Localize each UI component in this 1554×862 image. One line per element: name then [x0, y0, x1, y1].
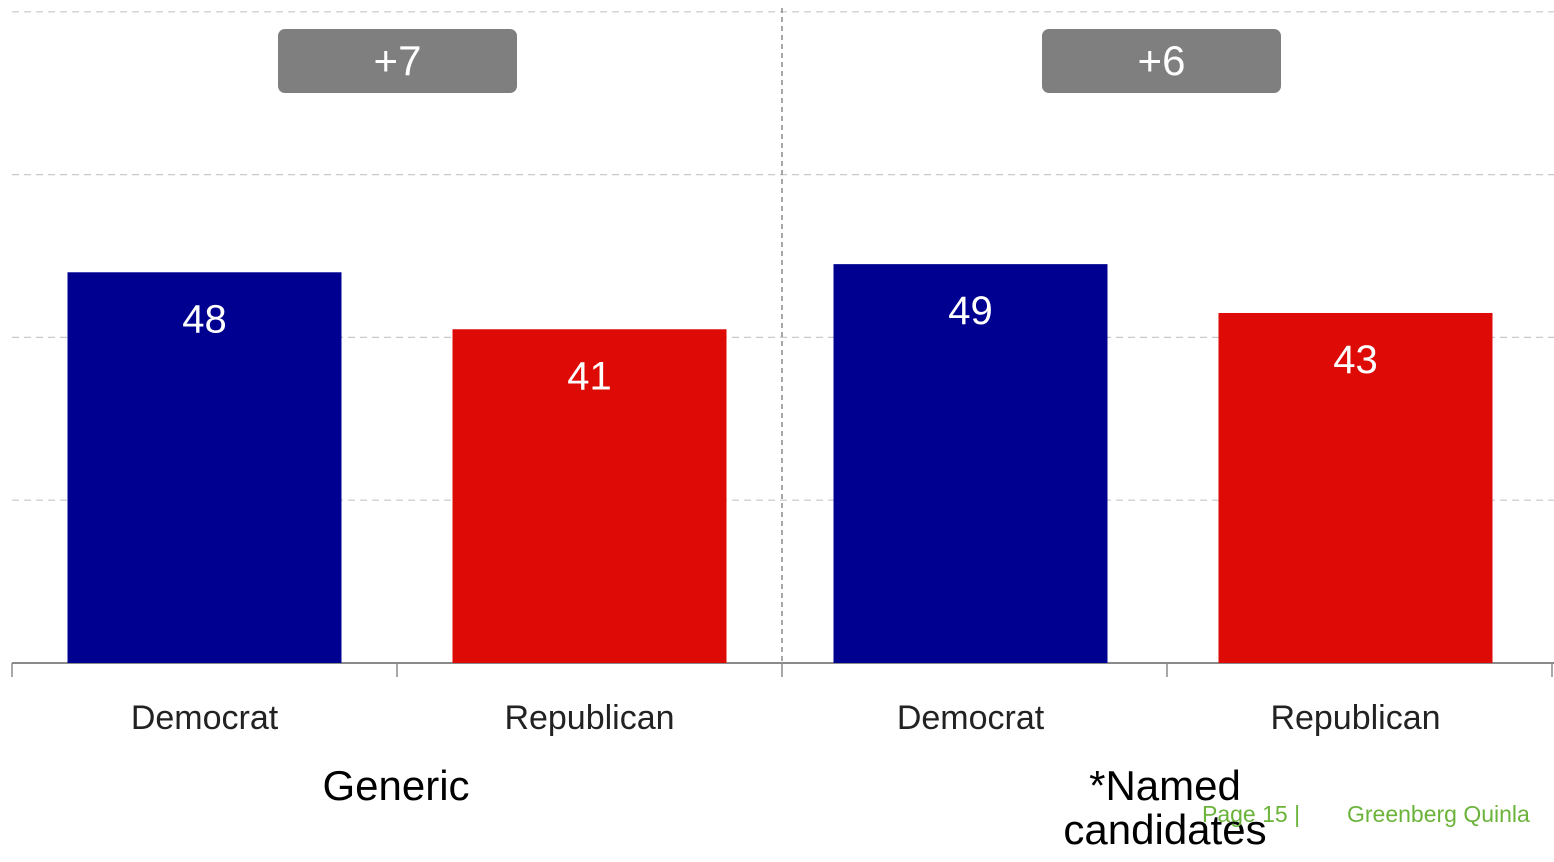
- bar-democrat-0: [67, 272, 342, 663]
- x-tick-label: Democrat: [897, 699, 1045, 737]
- x-tick-label: Democrat: [131, 699, 279, 737]
- bar-republican-0: [452, 329, 727, 663]
- margin-badge-generic: +7: [278, 29, 517, 93]
- x-tick-label: Republican: [1270, 699, 1440, 737]
- footer-firm-name: Greenberg Quinla: [1347, 801, 1530, 827]
- bar-value-label: 43: [1333, 338, 1378, 382]
- bar-republican-1: [1218, 312, 1493, 663]
- bar-democrat-1: [833, 264, 1108, 663]
- group-label-generic: Generic: [322, 762, 470, 809]
- x-tick-label: Republican: [504, 699, 674, 737]
- group-label-named: *Named candidates: [1063, 762, 1267, 853]
- bar-value-label: 48: [182, 297, 227, 341]
- margin-badge-named: +6: [1042, 29, 1281, 93]
- bar-value-label: 41: [567, 354, 612, 398]
- footer-page-number: Page 15 |: [1202, 801, 1301, 827]
- bar-value-label: 49: [948, 289, 993, 333]
